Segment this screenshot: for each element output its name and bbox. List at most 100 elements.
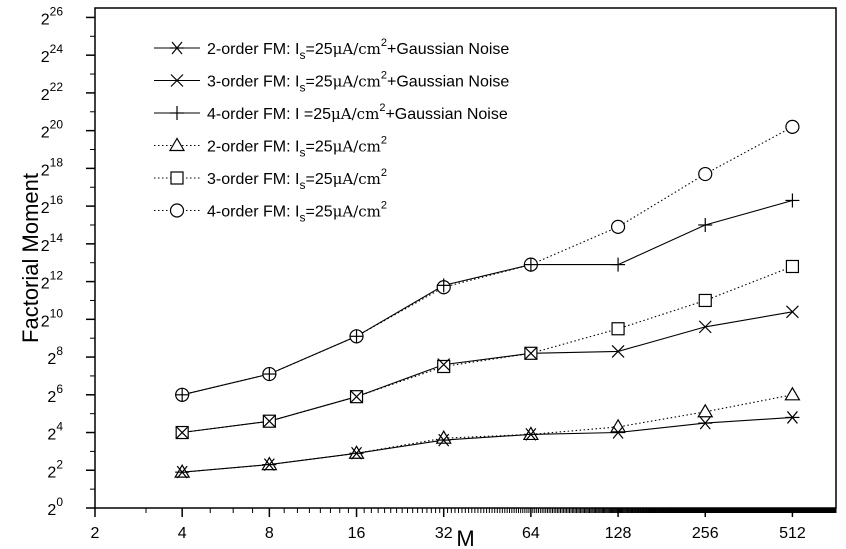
legend-label-prefix: 3-order FM: I [207,74,299,91]
y-tick-exponent: 14 [50,231,64,245]
series-5-point [437,359,451,374]
y-tick-base: 2 [41,11,50,28]
y-tick-label: 210 [41,306,64,330]
x-tick-label: 8 [265,525,274,542]
series-2-point [175,426,189,439]
legend: 2-order FM: Is=25μA/cm2+Gaussian Noise3-… [154,37,509,225]
legend-label-prefix: 4-order FM: I [207,106,304,123]
y-tick-label: 226 [41,4,64,28]
y-axis-title: Factorial Moment [18,173,43,343]
legend-label: 2-order FM: Is=25μA/cm2+Gaussian Noise [207,37,509,62]
y-tick-base: 2 [47,502,56,519]
legend-label-suffix: +Gaussian Noise [385,106,507,123]
y-tick-label: 216 [41,193,64,217]
x-axis-title: M [456,526,474,549]
series-3-point [349,329,364,344]
legend-entry-4: 2-order FM: Is=25μA/cm2 [154,135,387,160]
y-tick-label: 20 [47,495,63,519]
y-tick-base: 2 [41,87,50,104]
x-tick-label: 512 [779,525,806,542]
series-1-point [175,465,190,479]
y-tick-exponent: 0 [56,495,63,509]
series-layer [174,119,801,479]
y-tick-exponent: 24 [50,42,64,56]
y-tick-exponent: 12 [50,269,64,283]
series-6-point [698,166,713,182]
y-tick-label: 22 [47,457,63,481]
y-tick-label: 26 [47,382,63,406]
y-tick-exponent: 10 [50,306,64,320]
series-line-6 [182,126,793,396]
legend-marker [170,106,184,120]
legend-label-suffix: +Gaussian Noise [387,41,509,58]
series-line-5 [182,265,793,434]
x-tick-label: 2 [91,525,100,542]
x-tick-label: 4 [178,525,187,542]
series-1-point [262,458,277,471]
series-line-3 [182,199,793,396]
y-tick-label: 218 [41,155,64,179]
y-tick-base: 2 [47,427,56,444]
series-5-point [611,322,625,336]
series-1-point [611,426,626,439]
y-tick-base: 2 [41,49,50,66]
x-tick-label: 32 [435,525,453,542]
legend-label-superscript: 2 [381,167,387,179]
legend-label: 4-order FM: Is=25μA/cm2 [207,200,387,225]
y-tick-base: 2 [41,162,50,179]
legend-label-unit: μA/cm [333,203,381,221]
legend-label-superscript: 2 [381,135,387,147]
series-3-point [523,257,538,272]
y-tick-label: 214 [41,231,64,255]
legend-entry-1: 2-order FM: Is=25μA/cm2+Gaussian Noise [154,37,509,62]
y-tick-label: 220 [41,118,64,142]
series-5-point [785,259,800,274]
series-6-point [785,119,800,134]
series-3-point [175,387,190,402]
legend-label-unit: μA/cm [333,170,381,188]
legend-label-superscript: 2 [381,37,387,49]
legend-entry-5: 3-order FM: Is=25μA/cm2 [154,167,387,192]
series-6-point [610,219,626,234]
legend-label-prefix: 4-order FM: I [207,204,299,221]
series-1-point [698,416,713,430]
series-2-point [437,358,451,372]
y-tick-label: 28 [47,344,63,368]
y-tick-exponent: 16 [50,193,64,207]
y-tick-base: 2 [41,276,50,293]
y-tick-base: 2 [41,200,50,217]
legend-label: 3-order FM: Is=25μA/cm2 [207,167,387,192]
series-1-point [523,428,538,441]
legend-label-suffix: +Gaussian Noise [387,74,509,91]
series-line-2 [182,311,793,434]
legend-label-value: =25 [304,106,331,123]
series-line-4 [182,394,793,473]
series-4-point [610,418,627,433]
legend-label-prefix: 2-order FM: I [207,41,299,58]
legend-label-value: =25 [305,74,332,91]
y-tick-exponent: 20 [50,118,64,132]
legend-label-value: =25 [305,171,332,188]
legend-marker [168,137,186,152]
y-tick-exponent: 6 [56,382,63,396]
y-tick-base: 2 [41,313,50,330]
series-5-point [698,293,712,308]
y-tick-base: 2 [47,464,56,481]
x-tick-label: 128 [605,525,632,542]
y-tick-label: 24 [47,420,63,444]
legend-label-subscript: s [299,81,305,95]
y-tick-exponent: 18 [50,155,64,169]
legend-label: 2-order FM: Is=25μA/cm2 [207,135,387,160]
series-4-point [522,426,539,441]
legend-label-superscript: 2 [381,70,387,82]
legend-label-unit: μA/cm [333,138,381,156]
series-2-point [786,305,799,319]
series-4-point [348,445,365,459]
y-tick-label: 212 [41,269,64,293]
series-3-point [698,217,713,232]
series-4-point [435,429,452,444]
legend-marker [170,74,184,87]
legend-label-unit: μA/cm [333,40,381,58]
series-2-point [611,344,625,358]
series-3-point [611,257,626,272]
